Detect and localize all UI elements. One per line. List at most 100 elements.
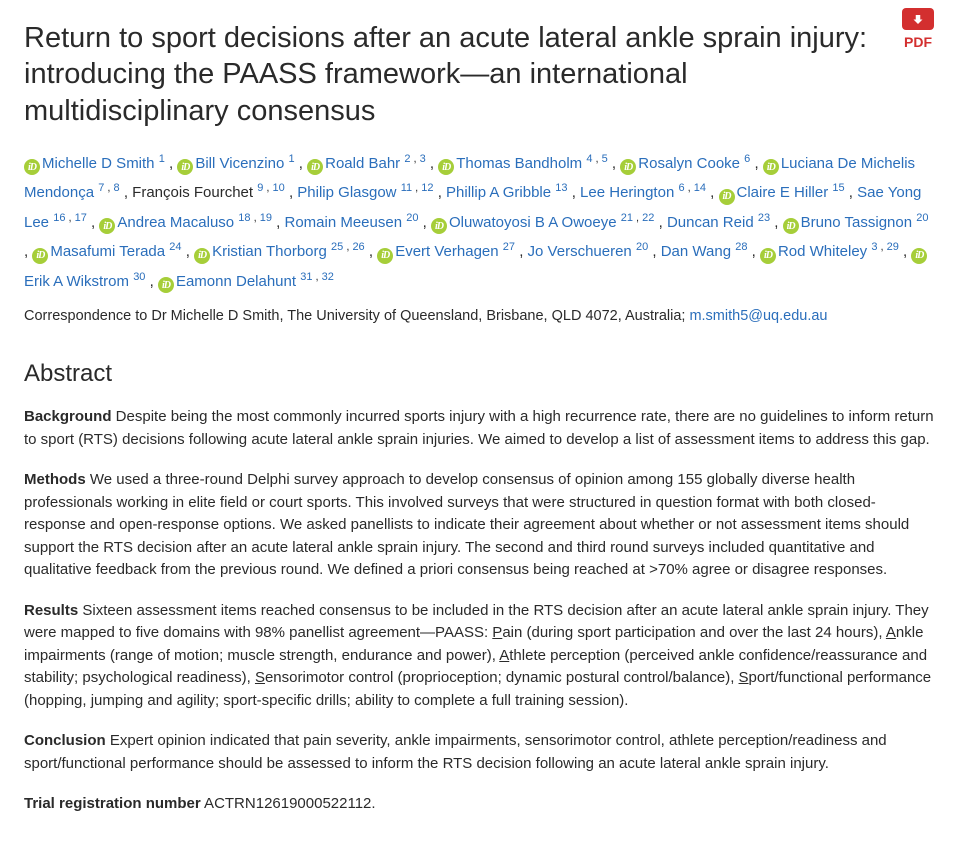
author-separator: , [770,214,783,231]
affiliation-ref[interactable]: 20 [406,212,418,224]
orcid-icon[interactable] [177,159,193,175]
author-link[interactable]: Claire E Hiller [737,184,829,201]
abstract-section-label: Methods [24,471,86,488]
orcid-icon[interactable] [719,189,735,205]
orcid-icon[interactable] [24,159,40,175]
abstract-section: Background Despite being the most common… [24,406,934,451]
author-separator: , [418,214,431,231]
affiliation-ref[interactable]: 16 [53,212,65,224]
correspondence-email-link[interactable]: m.smith5@uq.edu.au [689,308,827,324]
affiliation-ref[interactable]: 29 [887,241,899,253]
orcid-icon[interactable] [99,218,115,234]
orcid-icon[interactable] [377,248,393,264]
abstract-section: Trial registration number ACTRN126190005… [24,793,934,816]
affiliation-ref[interactable]: 25 [331,241,343,253]
author-separator: , [165,155,178,172]
affiliation-sep: , [410,153,419,165]
author-link[interactable]: Bill Vicenzino [195,155,284,172]
pdf-download-button[interactable]: PDF [902,12,934,53]
author-separator: , [272,214,285,231]
affiliation-ref[interactable]: 27 [503,241,515,253]
affiliation-ref[interactable]: 28 [735,241,747,253]
author-link[interactable]: Philip Glasgow [297,184,396,201]
affiliation-ref[interactable]: 20 [916,212,928,224]
author-link[interactable]: Roald Bahr [325,155,400,172]
affiliation-ref[interactable]: 14 [694,182,706,194]
author-link[interactable]: Michelle D Smith [42,155,155,172]
paass-letter: A [499,647,509,664]
author-link[interactable]: Rosalyn Cooke [638,155,740,172]
author-list: Michelle D Smith 1 , Bill Vicenzino 1 , … [24,149,934,297]
author-link[interactable]: Phillip A Gribble [446,184,551,201]
pdf-icon [902,12,934,30]
affiliation-ref[interactable]: 13 [555,182,567,194]
orcid-icon[interactable] [438,159,454,175]
orcid-icon[interactable] [760,248,776,264]
author-link[interactable]: Thomas Bandholm [456,155,582,172]
pdf-label: PDF [904,32,932,53]
affiliation-ref[interactable]: 21 [621,212,633,224]
author-link[interactable]: Rod Whiteley [778,243,867,260]
affiliation-ref[interactable]: 17 [75,212,87,224]
author-link[interactable]: Andrea Macaluso [117,214,234,231]
affiliation-sep: , [65,212,74,224]
affiliation-ref[interactable]: 22 [642,212,654,224]
affiliation-ref[interactable]: 10 [273,182,285,194]
orcid-icon[interactable] [32,248,48,264]
author-separator: , [24,243,32,260]
author-separator: , [899,243,912,260]
paass-letter: P [492,624,502,641]
author-separator: , [608,155,621,172]
author-link[interactable]: Dan Wang [661,243,731,260]
affiliation-ref[interactable]: 12 [421,182,433,194]
author-separator: , [845,184,858,201]
orcid-icon[interactable] [194,248,210,264]
paass-letter: A [886,624,896,641]
abstract-section-label: Background [24,408,112,425]
affiliation-ref[interactable]: 24 [169,241,181,253]
orcid-icon[interactable] [911,248,927,264]
abstract-section-label: Trial registration number [24,795,201,812]
affiliation-ref[interactable]: 23 [758,212,770,224]
author-link[interactable]: Eamonn Delahunt [176,273,296,290]
author-separator: , [426,155,439,172]
affiliation-ref[interactable]: 26 [352,241,364,253]
author-separator: , [750,155,763,172]
orcid-icon[interactable] [783,218,799,234]
author-separator: , [648,243,661,260]
author-link[interactable]: Evert Verhagen [395,243,498,260]
orcid-icon[interactable] [763,159,779,175]
affiliation-sep: , [412,182,421,194]
abstract-heading: Abstract [24,356,934,392]
author-link[interactable]: Jo Verschueren [528,243,632,260]
author-link[interactable]: Bruno Tassignon [801,214,912,231]
author-link[interactable]: Romain Meeusen [284,214,402,231]
author-link[interactable]: Oluwatoyosi B A Owoeye [449,214,617,231]
orcid-icon[interactable] [620,159,636,175]
abstract-section-label: Results [24,602,78,619]
author-separator: , [568,184,581,201]
author-link[interactable]: Erik A Wikstrom [24,273,129,290]
orcid-icon[interactable] [431,218,447,234]
author-link[interactable]: Masafumi Terada [50,243,165,260]
affiliation-ref[interactable]: 15 [832,182,844,194]
affiliation-ref[interactable]: 11 [401,182,412,194]
orcid-icon[interactable] [158,277,174,293]
author-separator: , [295,155,308,172]
affiliation-ref[interactable]: 18 [238,212,250,224]
affiliation-ref[interactable]: 32 [322,271,334,283]
affiliation-sep: , [104,182,113,194]
affiliation-ref[interactable]: 19 [260,212,272,224]
affiliation-ref[interactable]: 20 [636,241,648,253]
author-link[interactable]: Duncan Reid [667,214,754,231]
affiliation-sep: , [251,212,260,224]
affiliation-ref[interactable]: 31 [300,271,312,283]
affiliation-ref[interactable]: 30 [133,271,145,283]
author-separator: , [515,243,528,260]
author-separator: , [285,184,298,201]
author-link[interactable]: Lee Herington [580,184,674,201]
affiliation-sep: , [633,212,642,224]
author-separator: , [654,214,667,231]
orcid-icon[interactable] [307,159,323,175]
author-link[interactable]: Kristian Thorborg [212,243,327,260]
